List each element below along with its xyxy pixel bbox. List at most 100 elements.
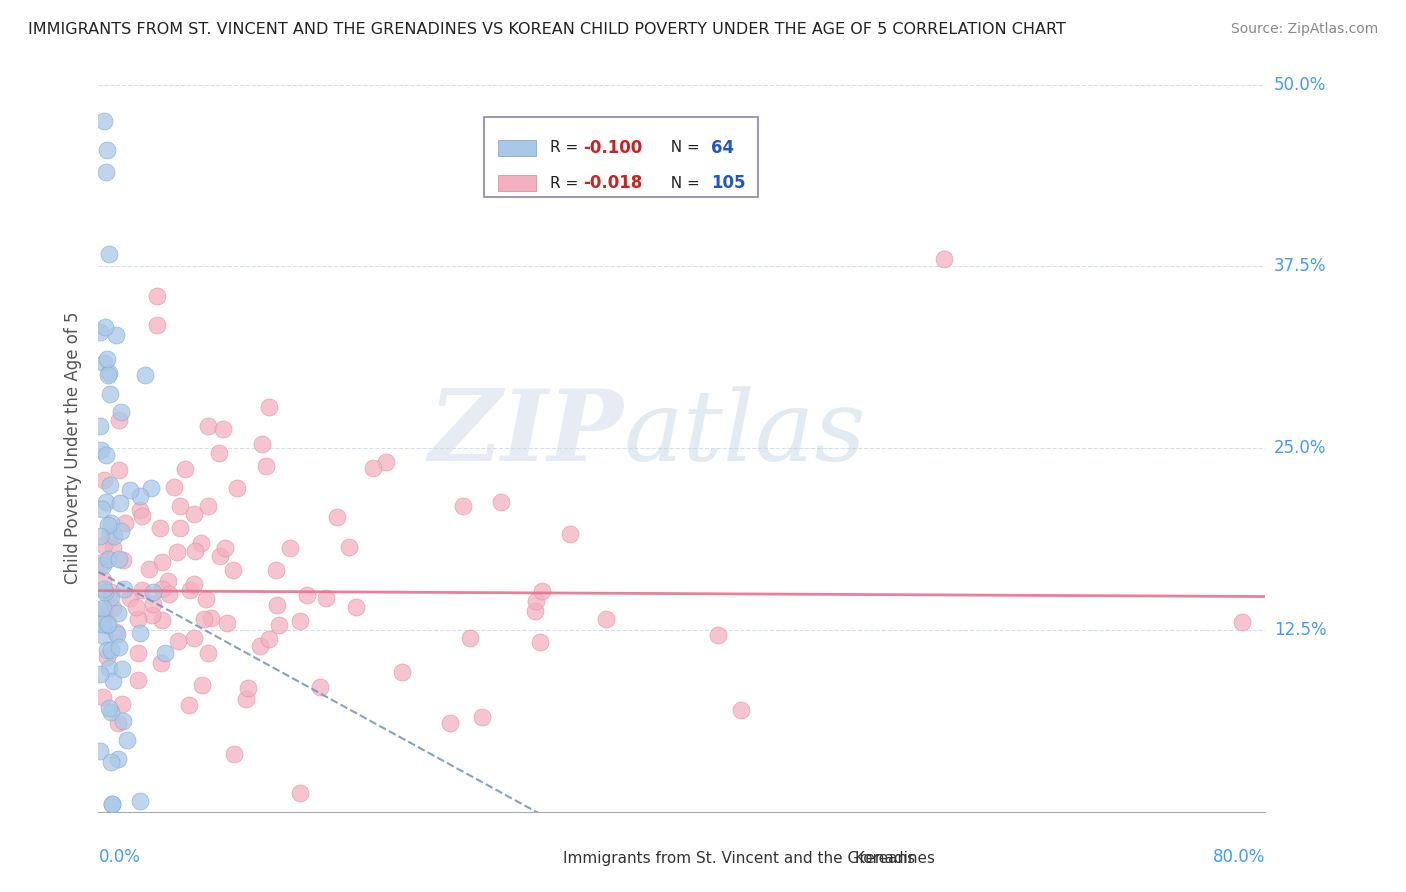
Point [138,562,160,576]
Point [96,618,118,632]
Point [177,698,200,712]
Text: Source: ZipAtlas.com: Source: ZipAtlas.com [1230,22,1378,37]
Point [89,603,111,617]
Text: IMMIGRANTS FROM ST. VINCENT AND THE GRENADINES VS KOREAN CHILD POVERTY UNDER THE: IMMIGRANTS FROM ST. VINCENT AND THE GREN… [28,22,1066,37]
Point [150,613,173,627]
Point [100,705,122,719]
Point [98,661,121,675]
Point [94,448,117,462]
Point [308,680,330,694]
Point [97,366,120,380]
Point [93,630,115,644]
Point [325,510,347,524]
Point [96,643,118,657]
Point [179,582,201,597]
Text: atlas: atlas [624,386,866,482]
Point [93,114,115,128]
Point [157,587,180,601]
Point [91,558,114,572]
Point [166,634,188,648]
Point [93,538,115,552]
Point [112,582,135,596]
Point [107,751,129,765]
Point [141,608,163,623]
Point [89,419,111,434]
Text: N =: N = [661,176,704,191]
Point [91,690,114,705]
Point [105,627,128,641]
Point [125,600,148,615]
Point [96,143,118,157]
Point [149,521,172,535]
Point [290,786,312,800]
Point [208,446,231,460]
Point [934,252,956,267]
Point [107,716,129,731]
Point [489,495,512,509]
Point [103,674,125,689]
Point [184,543,207,558]
Point [195,592,218,607]
Point [471,710,494,724]
Point [264,563,287,577]
Point [214,541,236,555]
Point [730,703,752,717]
Point [101,601,124,615]
Point [267,618,290,632]
Point [226,482,249,496]
Text: 50.0%: 50.0% [1274,76,1326,94]
Point [315,591,337,606]
Point [183,577,205,591]
Point [94,605,117,619]
Point [100,642,122,657]
Point [131,583,153,598]
Point [91,616,114,631]
Point [110,524,132,539]
Point [134,368,156,382]
Point [252,436,274,450]
Point [96,650,118,665]
Text: 64: 64 [711,139,734,157]
Text: R =: R = [550,140,583,155]
Point [101,541,124,555]
Point [90,442,112,457]
Point [90,502,112,516]
Point [131,508,153,523]
Point [114,516,136,530]
Point [110,405,132,419]
Point [98,701,121,715]
Point [191,678,214,692]
Point [278,541,301,556]
Point [190,536,212,550]
Point [89,326,111,340]
Point [453,500,475,514]
Point [115,733,138,747]
Point [89,744,111,758]
Text: 0.0%: 0.0% [98,848,141,866]
Point [375,455,398,469]
Point [91,555,114,569]
Point [496,179,519,194]
Point [558,527,581,541]
Point [96,494,118,508]
Point [150,556,173,570]
Point [222,747,245,761]
Point [107,607,129,621]
Point [146,318,169,332]
Point [120,483,142,498]
Point [193,612,215,626]
Point [531,584,554,599]
FancyBboxPatch shape [498,175,536,191]
Point [217,616,239,631]
Point [254,458,277,473]
Point [111,698,134,712]
Text: R =: R = [550,176,583,191]
Point [142,585,165,599]
Point [91,601,114,615]
Point [155,646,177,660]
Point [174,461,197,475]
Point [98,478,121,492]
Point [128,503,150,517]
Point [111,662,134,676]
Point [208,549,231,563]
